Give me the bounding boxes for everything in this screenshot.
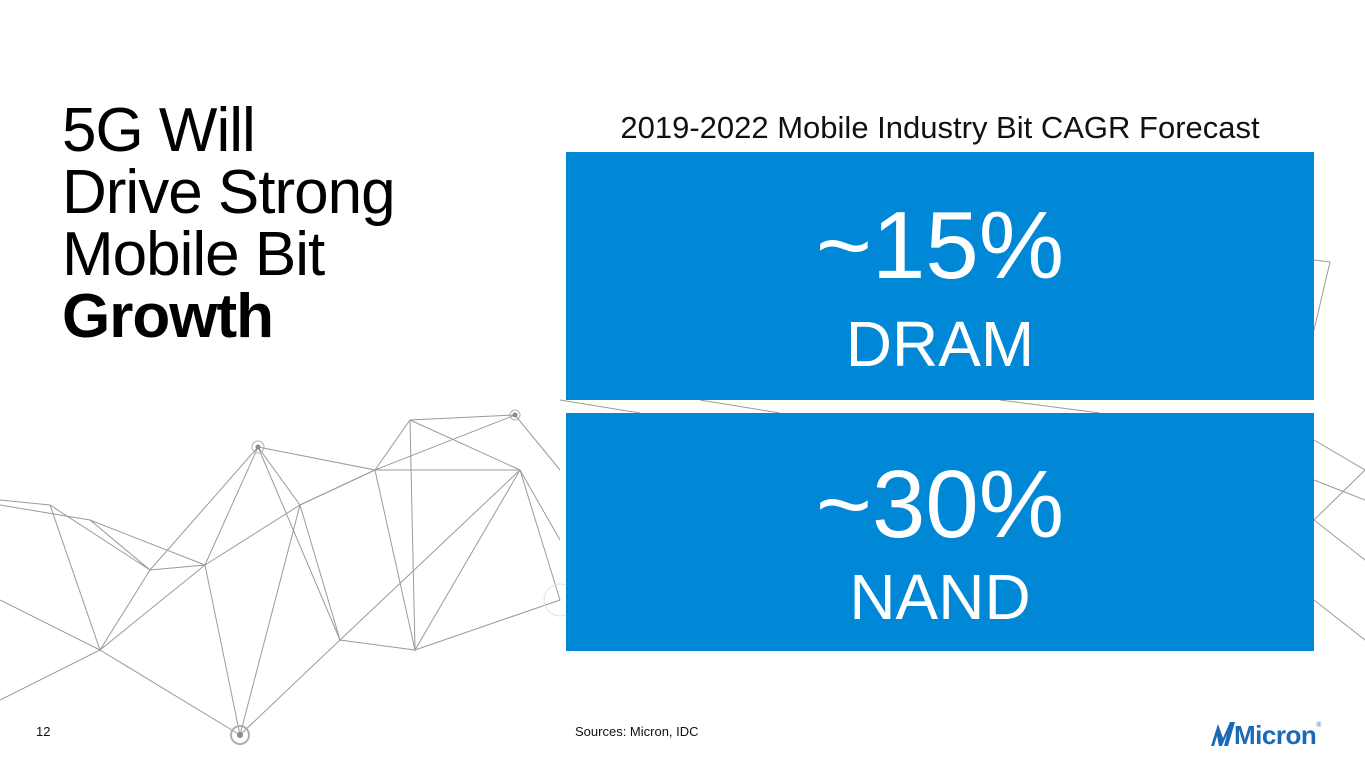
dram-cagr-value: ~15% bbox=[815, 192, 1065, 299]
nand-label: NAND bbox=[849, 561, 1031, 633]
title-line-2: Drive Strong bbox=[62, 158, 396, 227]
dram-metric-box: ~15% DRAM bbox=[566, 152, 1314, 400]
dram-label: DRAM bbox=[845, 308, 1035, 380]
micron-logo-text: Micron bbox=[1234, 720, 1317, 750]
slide-title: 5G Will Drive Strong Mobile Bit Growth bbox=[62, 96, 396, 351]
trademark-icon: ® bbox=[1316, 722, 1322, 729]
nand-cagr-value: ~30% bbox=[815, 451, 1065, 558]
forecast-title: 2019-2022 Mobile Industry Bit CAGR Forec… bbox=[620, 110, 1260, 145]
micron-logo-mark-icon bbox=[1211, 722, 1235, 746]
title-line-3: Mobile Bit bbox=[62, 220, 325, 289]
micron-logo: Micron ® bbox=[1208, 718, 1321, 748]
sources-note: Sources: Micron, IDC bbox=[575, 724, 699, 739]
title-line-1: 5G Will bbox=[62, 96, 256, 165]
page-number: 12 bbox=[36, 724, 51, 739]
nand-metric-box: ~30% NAND bbox=[566, 413, 1314, 651]
title-line-bold: Growth bbox=[62, 282, 274, 351]
